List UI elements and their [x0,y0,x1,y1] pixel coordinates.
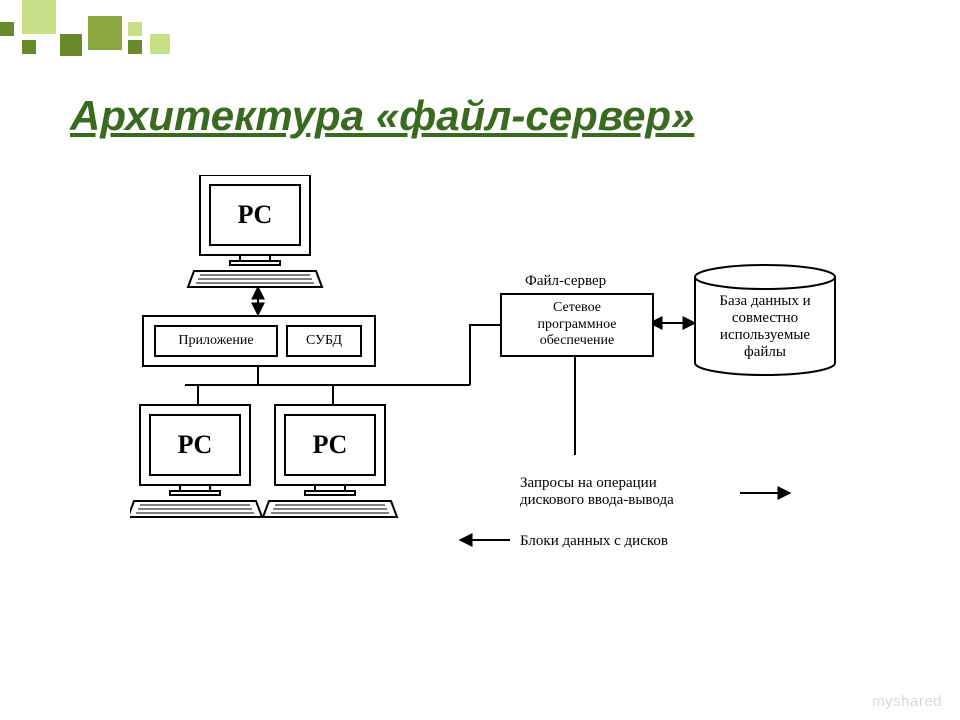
watermark: myshared [872,693,942,710]
file-server-box: Сетевоепрограммноеобеспечение [500,293,654,357]
deco-sq [22,40,36,54]
pc-icon: PC [263,405,397,517]
svg-text:PC: PC [238,200,273,229]
svg-text:PC: PC [313,430,348,459]
svg-text:PC: PC [178,430,213,459]
deco-sq [128,40,142,54]
deco-sq [0,22,14,36]
requests-label: Запросы на операциидискового ввода-вывод… [520,475,674,509]
responses-label: Блоки данных с дисков [520,533,668,550]
deco-sq [22,0,56,34]
page-title: Архитектура «файл-сервер» [70,92,694,140]
pc-icon: PC [188,175,322,287]
pc-icon: PC [130,405,262,517]
deco-sq [150,34,170,54]
deco-sq [88,16,122,50]
dbms-label: СУБД [286,325,362,357]
deco-sq [128,22,142,36]
slide: { "title": { "text": "Архитектура «файл-… [0,0,960,720]
database-label: База данных исовместноиспользуемыефайлы [695,293,835,361]
deco-sq [60,34,82,56]
application-label: Приложение [154,325,278,357]
file-server-caption: Файл-сервер [525,273,606,290]
architecture-diagram: PC PC PC Приложение СУБД Файл-сервер Сет… [130,175,850,595]
corner-decoration [0,0,200,70]
diagram-svg: PC PC PC [130,175,850,595]
